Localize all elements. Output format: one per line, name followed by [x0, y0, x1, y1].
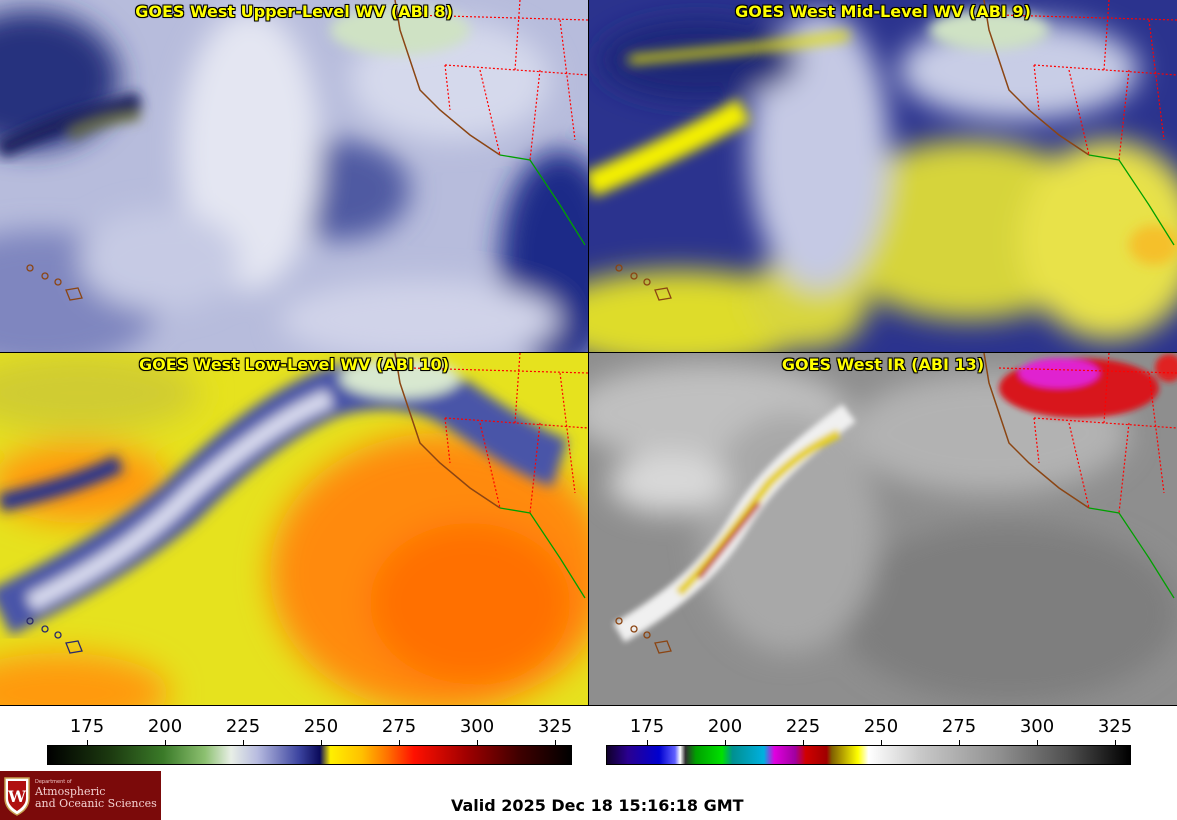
colorbar-tick-label: 325	[1097, 716, 1133, 737]
svg-text:W: W	[7, 787, 27, 806]
panel-title: GOES West Upper-Level WV (ABI 8)	[135, 2, 453, 21]
colorbar-tick-label: 225	[225, 716, 261, 737]
colorbar-tick-mark	[243, 740, 244, 746]
colorbar-tick-label: 175	[629, 716, 665, 737]
colorbar-tick-label: 275	[941, 716, 977, 737]
colorbar-tick-label: 250	[863, 716, 899, 737]
colorbar-tick-label: 225	[785, 716, 821, 737]
panel-divider-vertical	[588, 0, 589, 706]
panel-title: GOES West Low-Level WV (ABI 10)	[138, 355, 449, 374]
logo-name-line1: Atmospheric	[35, 785, 106, 798]
low-level-wv-image	[0, 353, 588, 705]
colorbar-tick-mark	[399, 740, 400, 746]
ir-image	[589, 353, 1177, 705]
colorbar-tick-mark	[165, 740, 166, 746]
panel-mid-level-wv: GOES West Mid-Level WV (ABI 9)	[589, 0, 1177, 352]
panel-bottom-border	[0, 705, 1177, 706]
colorbar-tick-label: 175	[69, 716, 105, 737]
logo-department: Department of	[35, 779, 72, 785]
colorbar-tick-mark	[1037, 740, 1038, 746]
colorbar-tick-mark	[725, 740, 726, 746]
panel-upper-level-wv: GOES West Upper-Level WV (ABI 8)	[0, 0, 588, 352]
colorbar-tick-mark	[477, 740, 478, 746]
colorbar-tick-mark	[555, 740, 556, 746]
panel-title: GOES West IR (ABI 13)	[781, 355, 985, 374]
uw-crest-icon: W	[4, 777, 30, 816]
aos-logo: W Department of Atmospheric and Oceanic …	[0, 771, 161, 820]
colorbar-tick-label: 325	[537, 716, 573, 737]
panel-low-level-wv: GOES West Low-Level WV (ABI 10)	[0, 353, 588, 705]
logo-name: Atmospheric and Oceanic Sciences	[35, 786, 157, 810]
valid-time: Valid 2025 Dec 18 15:16:18 GMT	[451, 796, 744, 815]
colorbar-tick-label: 275	[381, 716, 417, 737]
colorbar-tick-label: 300	[459, 716, 495, 737]
colorbar-tick-mark	[321, 740, 322, 746]
panel-title: GOES West Mid-Level WV (ABI 9)	[735, 2, 1031, 21]
colorbar-tick-mark	[881, 740, 882, 746]
upper-level-wv-image	[0, 0, 588, 352]
colorbar-tick-label: 200	[707, 716, 743, 737]
colorbar-tick-label: 300	[1019, 716, 1055, 737]
colorbar-wv: 175 200 225 250 275 300 325	[0, 706, 588, 766]
colorbar-tick-mark	[647, 740, 648, 746]
panel-divider-horizontal	[0, 352, 1177, 353]
colorbar-tick-mark	[959, 740, 960, 746]
colorbar-tick-mark	[87, 740, 88, 746]
colorbar-tick-mark	[1115, 740, 1116, 746]
colorbar-ir: 175 200 225 250 275 300 325	[588, 706, 1177, 766]
colorbar-gradient-wv	[47, 745, 572, 765]
colorbar-tick-mark	[803, 740, 804, 746]
logo-name-line2: and Oceanic Sciences	[35, 797, 157, 810]
colorbar-tick-label: 200	[147, 716, 183, 737]
colorbar-gradient-ir	[606, 745, 1131, 765]
colorbar-tick-label: 250	[303, 716, 339, 737]
panel-ir: GOES West IR (ABI 13)	[589, 353, 1177, 705]
mid-level-wv-image	[589, 0, 1177, 352]
